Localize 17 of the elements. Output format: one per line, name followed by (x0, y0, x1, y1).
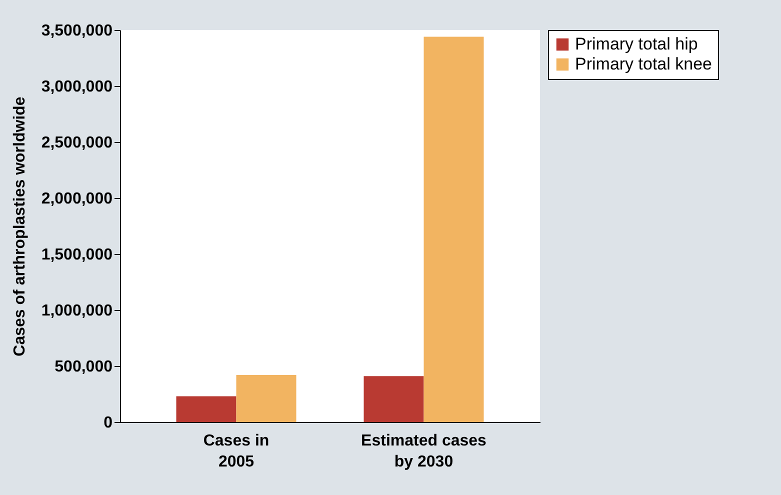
legend-label: Primary total knee (575, 54, 712, 74)
bar (364, 376, 424, 422)
y-tick-label: 3,000,000 (41, 78, 113, 96)
y-tick-label: 2,500,000 (41, 134, 113, 152)
y-tick-label: 0 (104, 414, 113, 432)
y-tick-label: 500,000 (54, 358, 113, 376)
y-tick-label: 1,500,000 (41, 246, 113, 264)
y-tick-label: 2,000,000 (41, 190, 113, 208)
y-axis-title: Cases of arthroplasties worldwide (11, 96, 28, 356)
legend-label: Primary total hip (575, 34, 698, 54)
y-tick-label: 3,500,000 (41, 22, 113, 40)
x-tick-label: Cases in 2005 (203, 432, 270, 470)
bar (176, 396, 236, 422)
bar (236, 374, 296, 422)
y-tick-label: 1,000,000 (41, 302, 113, 320)
x-tick-label: Estimated cases by 2030 (361, 432, 487, 470)
bar (424, 36, 484, 422)
